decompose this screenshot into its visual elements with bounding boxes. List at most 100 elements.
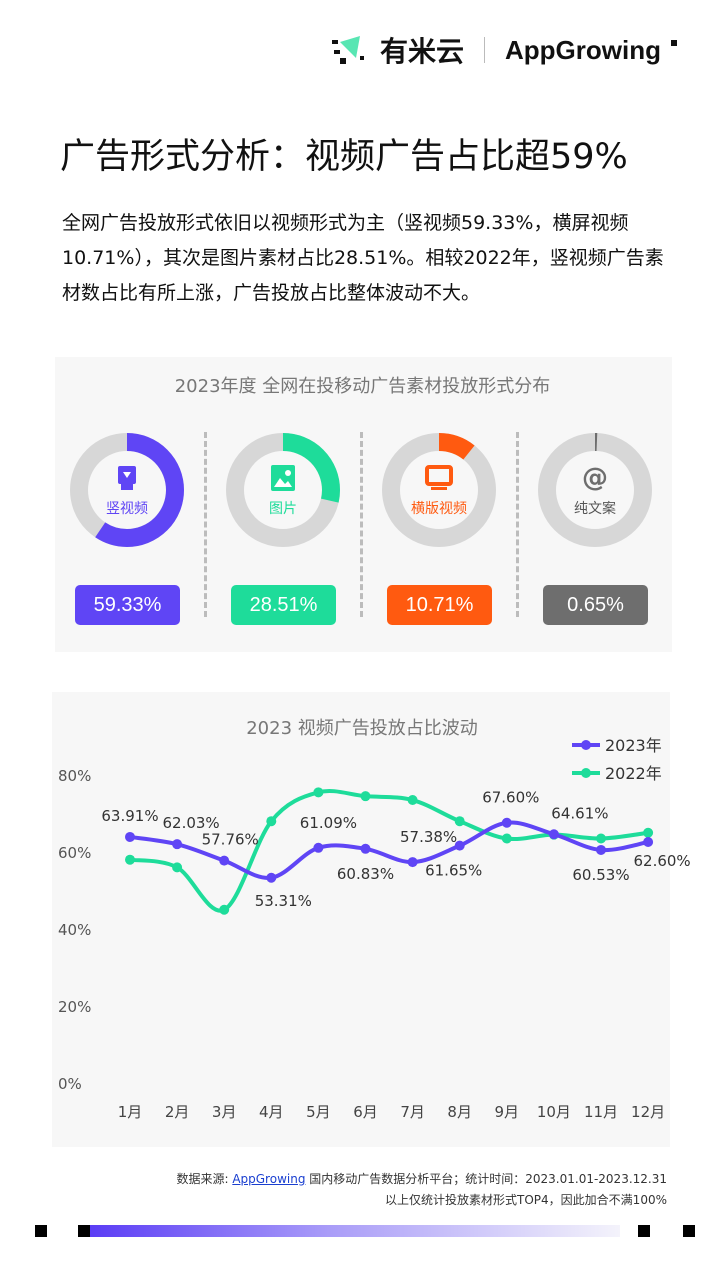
data-label: 62.60% xyxy=(633,852,690,870)
data-label: 64.61% xyxy=(551,804,608,822)
decor-square xyxy=(638,1225,650,1237)
svg-text:@: @ xyxy=(582,463,608,493)
data-point xyxy=(360,843,371,854)
at-icon: @ xyxy=(582,463,608,493)
donut-label: 图片 xyxy=(269,501,297,517)
data-point xyxy=(313,787,324,798)
divider xyxy=(360,432,363,617)
data-point xyxy=(501,833,512,844)
donut-slice xyxy=(382,433,496,547)
data-label: 67.60% xyxy=(482,789,539,807)
decor-square xyxy=(35,1225,47,1237)
image-icon xyxy=(271,465,295,491)
data-point xyxy=(266,816,277,827)
decor-square xyxy=(78,1225,90,1237)
logo-dot xyxy=(671,40,677,46)
divider xyxy=(204,432,207,617)
legend-label: 2023年 xyxy=(605,736,662,755)
percent-badge: 0.65% xyxy=(543,585,648,625)
data-point xyxy=(454,816,465,827)
y-tick-label: 60% xyxy=(58,844,91,862)
logo-en: AppGrowing xyxy=(505,34,661,65)
distribution-title: 2023年度 全网在投移动广告素材投放形式分布 xyxy=(174,376,551,397)
data-point xyxy=(407,857,418,868)
data-point xyxy=(266,872,277,883)
x-tick-label: 8月 xyxy=(447,1103,472,1121)
x-tick-label: 9月 xyxy=(495,1103,520,1121)
logo: 有米云 AppGrowing xyxy=(330,28,677,72)
data-point xyxy=(172,862,183,873)
data-point xyxy=(313,842,324,853)
data-point xyxy=(125,831,135,842)
source-prefix: 数据来源: xyxy=(176,1172,233,1186)
percent-badge: 10.71% xyxy=(387,585,492,625)
x-tick-label: 4月 xyxy=(259,1103,284,1121)
page-title: 广告形式分析：视频广告占比超59% xyxy=(60,137,628,177)
data-label: 57.38% xyxy=(400,828,457,846)
y-tick-label: 80% xyxy=(58,767,91,785)
x-tick-label: 7月 xyxy=(400,1103,425,1121)
logo-cn: 有米云 xyxy=(380,35,465,68)
x-tick-label: 5月 xyxy=(306,1103,331,1121)
donut-slice xyxy=(226,433,340,547)
description: 全网广告投放形式依旧以视频形式为主（竖视频59.33%，横屏视频10.71%），… xyxy=(62,212,664,304)
footnote: 以上仅统计投放素材形式TOP4，因此加合不满100% xyxy=(385,1193,667,1207)
donut-label: 横版视频 xyxy=(411,501,467,517)
donut-3 xyxy=(382,433,496,547)
data-label: 61.09% xyxy=(300,814,357,832)
y-tick-label: 40% xyxy=(58,921,91,939)
logo-divider xyxy=(484,37,486,63)
y-tick-label: 20% xyxy=(58,998,91,1016)
data-point xyxy=(501,817,512,828)
divider xyxy=(516,432,519,617)
youmi-logo-icon xyxy=(332,36,364,64)
source-suffix: 国内移动广告数据分析平台；统计时间：2023.01.01-2023.12.31 xyxy=(305,1172,667,1186)
line-chart-title: 2023 视频广告投放占比波动 xyxy=(246,718,478,739)
donut-label: 纯文案 xyxy=(574,501,616,517)
x-tick-label: 12月 xyxy=(631,1103,665,1121)
data-point xyxy=(454,840,465,851)
data-point xyxy=(596,844,606,855)
data-point xyxy=(360,791,371,802)
data-point xyxy=(172,839,183,850)
data-point xyxy=(407,795,418,806)
donut-2 xyxy=(226,433,340,547)
percent-badge: 59.33% xyxy=(75,585,180,625)
data-label: 63.91% xyxy=(101,807,158,825)
data-label: 60.53% xyxy=(572,866,629,884)
data-label: 61.65% xyxy=(425,862,482,880)
legend-marker xyxy=(581,740,591,750)
legend-label: 2022年 xyxy=(605,764,662,783)
x-tick-label: 2月 xyxy=(165,1103,190,1121)
donut-slice xyxy=(70,433,184,547)
donut-1 xyxy=(70,433,184,547)
x-tick-label: 10月 xyxy=(537,1103,571,1121)
data-label: 60.83% xyxy=(337,865,394,883)
data-point xyxy=(596,833,606,844)
data-point xyxy=(219,904,230,915)
source-note: 数据来源: AppGrowing 国内移动广告数据分析平台；统计时间：2023.… xyxy=(176,1170,667,1187)
x-tick-label: 6月 xyxy=(353,1103,378,1121)
decor-square xyxy=(683,1225,695,1237)
percent-badge: 28.51% xyxy=(231,585,336,625)
data-point xyxy=(643,836,654,847)
appgrowing-link[interactable]: AppGrowing xyxy=(232,1172,306,1186)
donut-label: 竖视频 xyxy=(106,501,148,517)
data-point xyxy=(125,854,135,865)
line-chart-card xyxy=(52,692,670,1147)
y-tick-label: 0% xyxy=(58,1075,82,1093)
donut-slice xyxy=(538,433,652,547)
legend-marker xyxy=(581,768,591,778)
x-tick-label: 11月 xyxy=(584,1103,618,1121)
data-label: 62.03% xyxy=(162,814,219,832)
donut-4: @ xyxy=(538,433,652,547)
data-label: 53.31% xyxy=(255,892,312,910)
vertical-video-icon xyxy=(118,466,136,490)
x-tick-label: 1月 xyxy=(118,1103,143,1121)
decor-gradient-bar xyxy=(90,1225,620,1237)
data-label: 57.76% xyxy=(202,831,259,849)
data-point xyxy=(548,829,559,840)
line-chart: 2023 视频广告投放占比波动 0% 20% 40% 60% 80% 1月 2月 3月 4月 5月 6… xyxy=(58,718,691,1121)
data-point xyxy=(219,855,230,866)
data-point xyxy=(643,827,654,838)
